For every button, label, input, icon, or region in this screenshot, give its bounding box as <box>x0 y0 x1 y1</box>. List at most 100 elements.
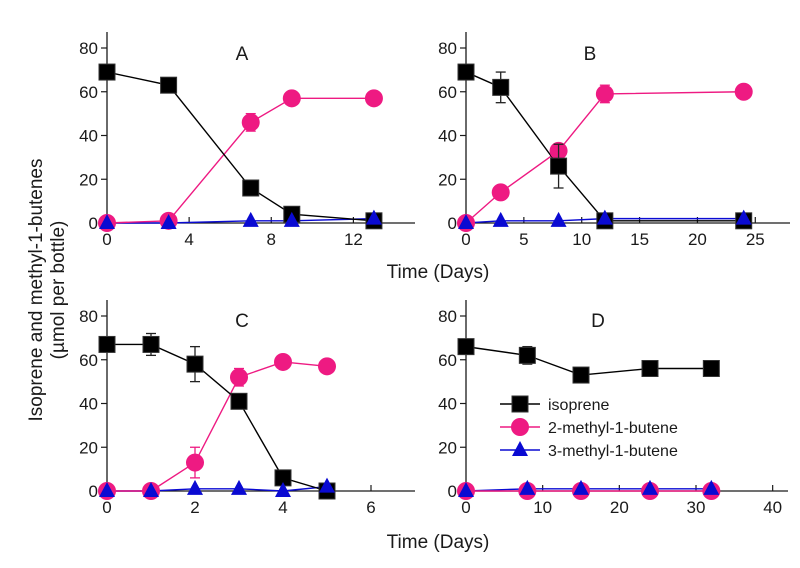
y-tick-label: 40 <box>438 395 457 414</box>
y-tick-label: 0 <box>89 214 98 233</box>
x-tick-label: 20 <box>688 230 707 249</box>
y-tick-label: 20 <box>438 170 457 189</box>
data-point-3-methyl-1-butene <box>550 211 567 227</box>
data-point-2-methyl-1-butene <box>230 368 248 387</box>
data-point-3-methyl-1-butene <box>596 209 613 225</box>
legend-marker-circle <box>511 418 529 436</box>
x-tick-label: 8 <box>267 230 276 249</box>
data-point-3-methyl-1-butene <box>519 479 536 495</box>
y-tick-label: 80 <box>79 39 98 58</box>
series-line-isoprene <box>106 71 374 222</box>
legend: isoprene 2-methyl-1-butene 3-methyl-1-bute… <box>500 395 678 460</box>
legend-item: 2-methyl-1-butene <box>500 418 678 437</box>
y-tick-label: 40 <box>79 127 98 146</box>
panel-b: 0 20 40 60 80 0 5 10 15 20 25 B <box>438 32 790 249</box>
data-point-3-methyl-1-butene <box>143 482 159 497</box>
data-point-isoprene <box>160 76 178 94</box>
legend-item: isoprene <box>500 395 609 414</box>
data-point-3-methyl-1-butene <box>365 209 382 225</box>
data-point-3-methyl-1-butene <box>642 479 658 495</box>
data-point-3-methyl-1-butene <box>735 209 752 225</box>
data-point-3-methyl-1-butene <box>242 211 259 227</box>
panel-label: A <box>236 44 249 65</box>
data-point-3-methyl-1-butene <box>458 482 474 497</box>
y-tick-label: 60 <box>79 351 98 370</box>
data-point-2-methyl-1-butene <box>241 113 260 132</box>
data-point-2-methyl-1-butene <box>318 357 336 376</box>
data-point-2-methyl-1-butene <box>282 89 301 108</box>
y-axis-title-line2: (µmol per bottle) <box>48 221 69 360</box>
y-tick-label: 60 <box>438 83 457 102</box>
panel-label: B <box>584 44 597 65</box>
panel-d: 0 20 40 60 80 0 10 20 30 40 D <box>438 300 788 517</box>
data-point-2-methyl-1-butene <box>186 453 204 472</box>
data-point-isoprene <box>457 63 475 81</box>
data-point-isoprene <box>550 157 568 175</box>
panel-a: 0 20 40 60 80 0 4 8 12 A <box>79 32 415 249</box>
data-point-3-methyl-1-butene <box>99 214 115 229</box>
x-tick-label: 0 <box>102 498 111 517</box>
x-tick-label: 10 <box>533 498 552 517</box>
data-point-isoprene <box>98 63 116 81</box>
y-tick-label: 40 <box>79 395 98 414</box>
x-tick-label: 5 <box>519 230 528 249</box>
data-point-3-methyl-1-butene <box>160 214 177 229</box>
legend-label: 3-methyl-1-butene <box>548 443 678 460</box>
y-tick-label: 20 <box>79 438 98 457</box>
data-point-isoprene <box>142 335 160 353</box>
panel-label: D <box>591 311 605 332</box>
x-tick-label: 12 <box>344 230 363 249</box>
data-point-2-methyl-1-butene <box>491 183 510 202</box>
data-point-2-methyl-1-butene <box>364 89 383 108</box>
x-tick-label: 4 <box>184 230 193 249</box>
panel-c: 0 20 40 60 80 0 2 4 6 C <box>79 300 415 517</box>
y-tick-label: 80 <box>79 307 98 326</box>
data-point-3-methyl-1-butene <box>703 479 720 495</box>
y-tick-label: 0 <box>89 482 98 501</box>
legend-marker-square <box>511 395 529 413</box>
data-point-3-methyl-1-butene <box>275 482 291 497</box>
x-tick-label: 30 <box>687 498 706 517</box>
data-point-isoprene <box>492 78 510 96</box>
x-tick-label: 0 <box>461 230 470 249</box>
x-tick-label: 40 <box>763 498 782 517</box>
legend-marker-triangle <box>512 441 528 456</box>
series-line-2-methyl-1-butene <box>465 91 744 224</box>
data-point-3-methyl-1-butene <box>231 479 247 495</box>
x-tick-label: 20 <box>610 498 629 517</box>
data-point-isoprene <box>242 179 260 197</box>
data-point-2-methyl-1-butene <box>274 352 292 371</box>
legend-label: isoprene <box>548 397 609 414</box>
y-tick-label: 80 <box>438 307 457 326</box>
y-tick-label: 80 <box>438 39 457 58</box>
data-point-3-methyl-1-butene <box>573 479 589 495</box>
data-point-3-methyl-1-butene <box>492 211 509 227</box>
x-tick-label: 2 <box>190 498 199 517</box>
x-axis-title-top: Time (Days) <box>387 262 490 283</box>
data-point-3-methyl-1-butene <box>99 482 115 497</box>
y-tick-label: 40 <box>438 127 457 146</box>
data-point-2-methyl-1-butene <box>595 84 614 103</box>
data-point-2-methyl-1-butene <box>734 82 753 101</box>
data-point-isoprene <box>702 360 720 377</box>
data-point-isoprene <box>457 338 475 356</box>
x-tick-label: 10 <box>572 230 591 249</box>
data-point-3-methyl-1-butene <box>319 477 335 493</box>
data-point-3-methyl-1-butene <box>283 211 300 227</box>
y-tick-label: 60 <box>438 351 457 370</box>
legend-label: 2-methyl-1-butene <box>548 420 678 437</box>
y-axis-title-line1: Isoprene and methyl-1-butenes <box>26 159 47 422</box>
y-tick-label: 20 <box>79 170 98 189</box>
data-point-isoprene <box>186 355 204 373</box>
y-tick-label: 60 <box>79 83 98 102</box>
series-line-isoprene <box>107 343 328 492</box>
data-point-isoprene <box>98 335 116 353</box>
data-point-3-methyl-1-butene <box>458 214 474 229</box>
y-tick-label: 20 <box>438 438 457 457</box>
legend-item: 3-methyl-1-butene <box>500 441 678 460</box>
data-point-isoprene <box>518 346 536 364</box>
y-tick-label: 0 <box>448 482 457 501</box>
x-tick-label: 0 <box>461 498 470 517</box>
series-line-2-methyl-1-butene <box>107 361 328 492</box>
